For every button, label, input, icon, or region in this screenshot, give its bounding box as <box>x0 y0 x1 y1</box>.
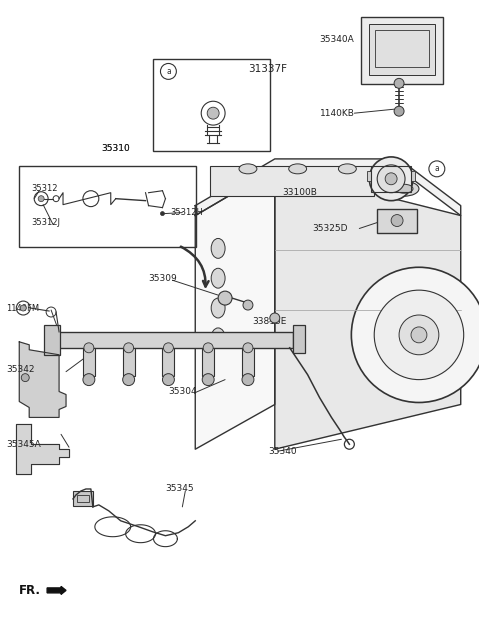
Circle shape <box>377 165 405 192</box>
Circle shape <box>160 211 165 216</box>
Bar <box>371 166 411 192</box>
Bar <box>375 30 429 67</box>
Text: a: a <box>166 67 171 76</box>
Bar <box>162 348 174 376</box>
Ellipse shape <box>211 298 225 318</box>
Circle shape <box>202 374 214 386</box>
Ellipse shape <box>211 269 225 288</box>
Ellipse shape <box>338 164 356 174</box>
Ellipse shape <box>389 181 419 196</box>
Text: 35310: 35310 <box>101 145 130 153</box>
Ellipse shape <box>211 328 225 348</box>
Ellipse shape <box>372 176 402 191</box>
Ellipse shape <box>323 176 352 191</box>
Polygon shape <box>16 425 69 474</box>
Polygon shape <box>19 342 66 418</box>
Circle shape <box>369 157 413 201</box>
Bar <box>19 166 196 247</box>
Bar <box>242 348 254 376</box>
Text: 35304: 35304 <box>168 387 197 396</box>
Bar <box>210 166 374 196</box>
Bar <box>59 332 293 348</box>
Ellipse shape <box>395 184 413 193</box>
Circle shape <box>20 305 26 311</box>
Circle shape <box>391 214 403 226</box>
Circle shape <box>399 315 439 355</box>
Bar <box>83 348 95 376</box>
Circle shape <box>207 107 219 119</box>
Circle shape <box>351 267 480 403</box>
Ellipse shape <box>239 164 257 174</box>
Circle shape <box>218 291 232 305</box>
Circle shape <box>83 374 95 386</box>
Polygon shape <box>195 169 275 449</box>
Bar <box>44 325 60 355</box>
Circle shape <box>242 374 254 386</box>
Bar <box>202 348 214 376</box>
Circle shape <box>124 343 133 353</box>
Text: 33815E: 33815E <box>252 318 286 326</box>
Text: 33100B: 33100B <box>283 188 318 198</box>
Bar <box>369 24 435 75</box>
Bar <box>361 17 443 84</box>
Polygon shape <box>195 159 461 216</box>
Bar <box>73 491 93 506</box>
Circle shape <box>411 327 427 343</box>
Bar <box>123 348 134 376</box>
Text: FR.: FR. <box>19 584 41 597</box>
Circle shape <box>385 173 397 185</box>
Circle shape <box>394 79 404 88</box>
Text: 35312: 35312 <box>31 184 58 193</box>
Bar <box>411 171 415 181</box>
Ellipse shape <box>223 176 253 191</box>
Bar <box>377 209 417 233</box>
Bar <box>293 325 305 353</box>
Text: 35340A: 35340A <box>320 35 354 44</box>
Text: 1140KB: 1140KB <box>320 109 354 118</box>
Circle shape <box>203 343 213 353</box>
Bar <box>153 60 270 151</box>
Text: 35342: 35342 <box>6 365 35 374</box>
Ellipse shape <box>288 164 307 174</box>
Polygon shape <box>275 169 461 449</box>
Circle shape <box>123 374 134 386</box>
Circle shape <box>21 374 29 382</box>
Circle shape <box>243 300 253 310</box>
Text: 35340: 35340 <box>268 447 297 455</box>
Bar <box>77 495 89 502</box>
Text: 35345A: 35345A <box>6 440 41 448</box>
Text: 31337F: 31337F <box>248 64 287 74</box>
Text: 35312J: 35312J <box>31 218 60 227</box>
Text: 35310: 35310 <box>101 145 130 153</box>
Circle shape <box>374 290 464 380</box>
Circle shape <box>394 106 404 116</box>
Text: 35309: 35309 <box>148 274 177 282</box>
Ellipse shape <box>273 176 302 191</box>
Circle shape <box>162 374 174 386</box>
Text: a: a <box>434 164 439 174</box>
Text: 35312H: 35312H <box>170 208 204 217</box>
Circle shape <box>270 313 280 323</box>
Text: 35345: 35345 <box>166 484 194 494</box>
Circle shape <box>38 196 44 202</box>
Circle shape <box>243 343 253 353</box>
FancyArrow shape <box>47 586 66 594</box>
Text: 35325D: 35325D <box>312 224 348 233</box>
Circle shape <box>164 343 173 353</box>
Text: 1140FM: 1140FM <box>6 304 39 313</box>
Ellipse shape <box>211 238 225 259</box>
Bar <box>367 171 371 181</box>
Circle shape <box>84 343 94 353</box>
